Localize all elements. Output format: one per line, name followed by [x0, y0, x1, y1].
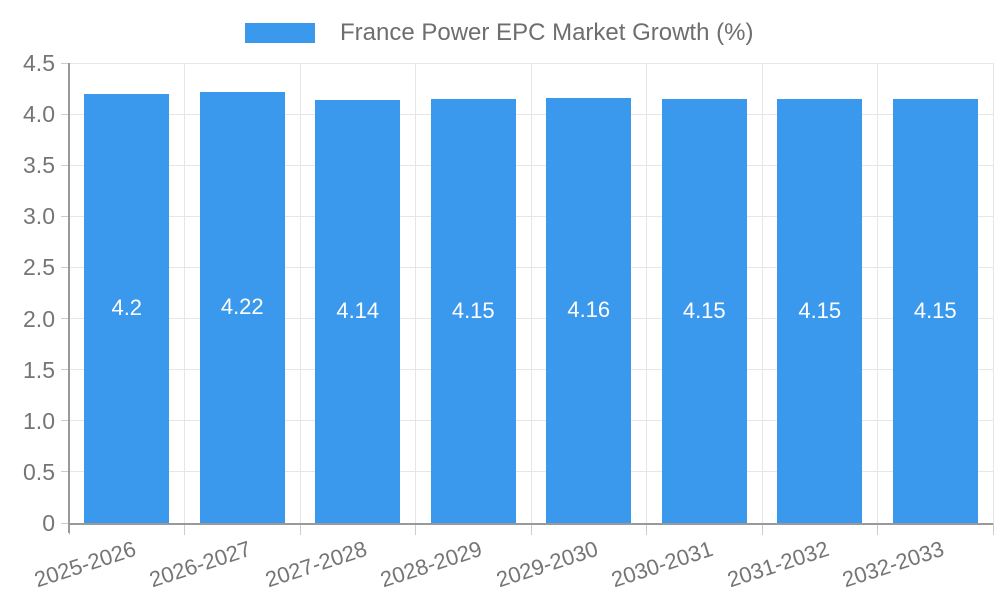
v-gridline	[877, 63, 878, 523]
x-axis-category-label: 2027-2028	[261, 536, 370, 593]
y-axis-tick	[61, 522, 69, 524]
bar-value-label: 4.15	[682, 297, 726, 323]
x-axis-category-label: 2028-2029	[377, 536, 485, 593]
x-axis-category-label: 2029-2030	[492, 536, 601, 593]
y-axis-tick-label: 4.5	[23, 50, 55, 76]
y-axis-tick-label: 0	[42, 510, 55, 536]
x-axis-category-label: 2025-2026	[30, 536, 139, 593]
v-gridline	[992, 63, 994, 523]
x-axis-tick	[646, 523, 647, 535]
y-axis-tick	[61, 471, 69, 473]
legend-swatch-icon	[245, 23, 315, 43]
y-axis-tick-label: 1.5	[23, 356, 55, 383]
y-axis-tick	[61, 164, 69, 166]
y-axis-tick-label: 3.5	[23, 152, 55, 179]
bar-value-label: 4.15	[913, 297, 957, 323]
y-axis-line	[68, 63, 70, 533]
x-axis-category-label: 2031-2032	[723, 536, 832, 593]
x-axis-line	[69, 523, 993, 525]
bar-value-label: 4.16	[567, 297, 611, 323]
bar[interactable]: 4.15	[661, 98, 747, 523]
x-axis-tick	[299, 523, 301, 535]
bar-value-label: 4.15	[451, 297, 495, 323]
x-axis-tick	[184, 523, 185, 535]
x-axis-tick	[877, 523, 878, 535]
bar[interactable]: 4.15	[777, 98, 863, 523]
x-axis-category-label: 2026-2027	[146, 536, 254, 593]
y-axis-tick	[61, 215, 69, 217]
v-gridline	[415, 63, 416, 523]
y-axis-tick	[61, 113, 69, 115]
y-axis-tick	[61, 62, 69, 64]
v-gridline	[646, 63, 647, 523]
y-axis-tick	[61, 420, 69, 422]
bar-value-label: 4.22	[220, 294, 264, 320]
y-axis-tick-label: 3.0	[23, 203, 55, 230]
bar[interactable]: 4.14	[315, 99, 401, 523]
bar[interactable]: 4.22	[199, 91, 285, 523]
y-axis-tick-label: 4.0	[23, 101, 55, 128]
x-axis-tick	[992, 523, 994, 535]
v-gridline	[761, 63, 763, 523]
x-axis-tick	[761, 523, 763, 535]
legend-label: France Power EPC Market Growth (%)	[340, 19, 754, 46]
bar-value-label: 4.15	[798, 297, 842, 323]
bar[interactable]: 4.15	[892, 98, 978, 523]
bar[interactable]: 4.15	[430, 98, 516, 523]
v-gridline	[184, 63, 185, 523]
bar[interactable]: 4.16	[546, 97, 632, 523]
bar[interactable]: 4.2	[84, 93, 170, 523]
y-axis-tick-label: 2.0	[23, 305, 55, 332]
bar-value-label: 4.2	[111, 295, 143, 321]
y-axis-tick	[61, 369, 69, 371]
y-axis-tick-label: 1.0	[23, 407, 55, 434]
v-gridline	[299, 63, 301, 523]
x-axis-tick	[530, 523, 532, 535]
y-axis-tick-label: 2.5	[23, 254, 55, 281]
x-axis-tick	[415, 523, 416, 535]
y-axis-tick	[61, 266, 69, 268]
x-axis-category-label: 2032-2033	[839, 536, 947, 593]
y-axis-tick	[61, 318, 69, 320]
legend[interactable]: France Power EPC Market Growth (%)	[245, 13, 753, 53]
x-axis-category-label: 2030-2031	[608, 536, 716, 593]
bar-value-label: 4.14	[336, 298, 380, 324]
y-axis-tick-label: 0.5	[23, 458, 55, 485]
v-gridline	[530, 63, 532, 523]
